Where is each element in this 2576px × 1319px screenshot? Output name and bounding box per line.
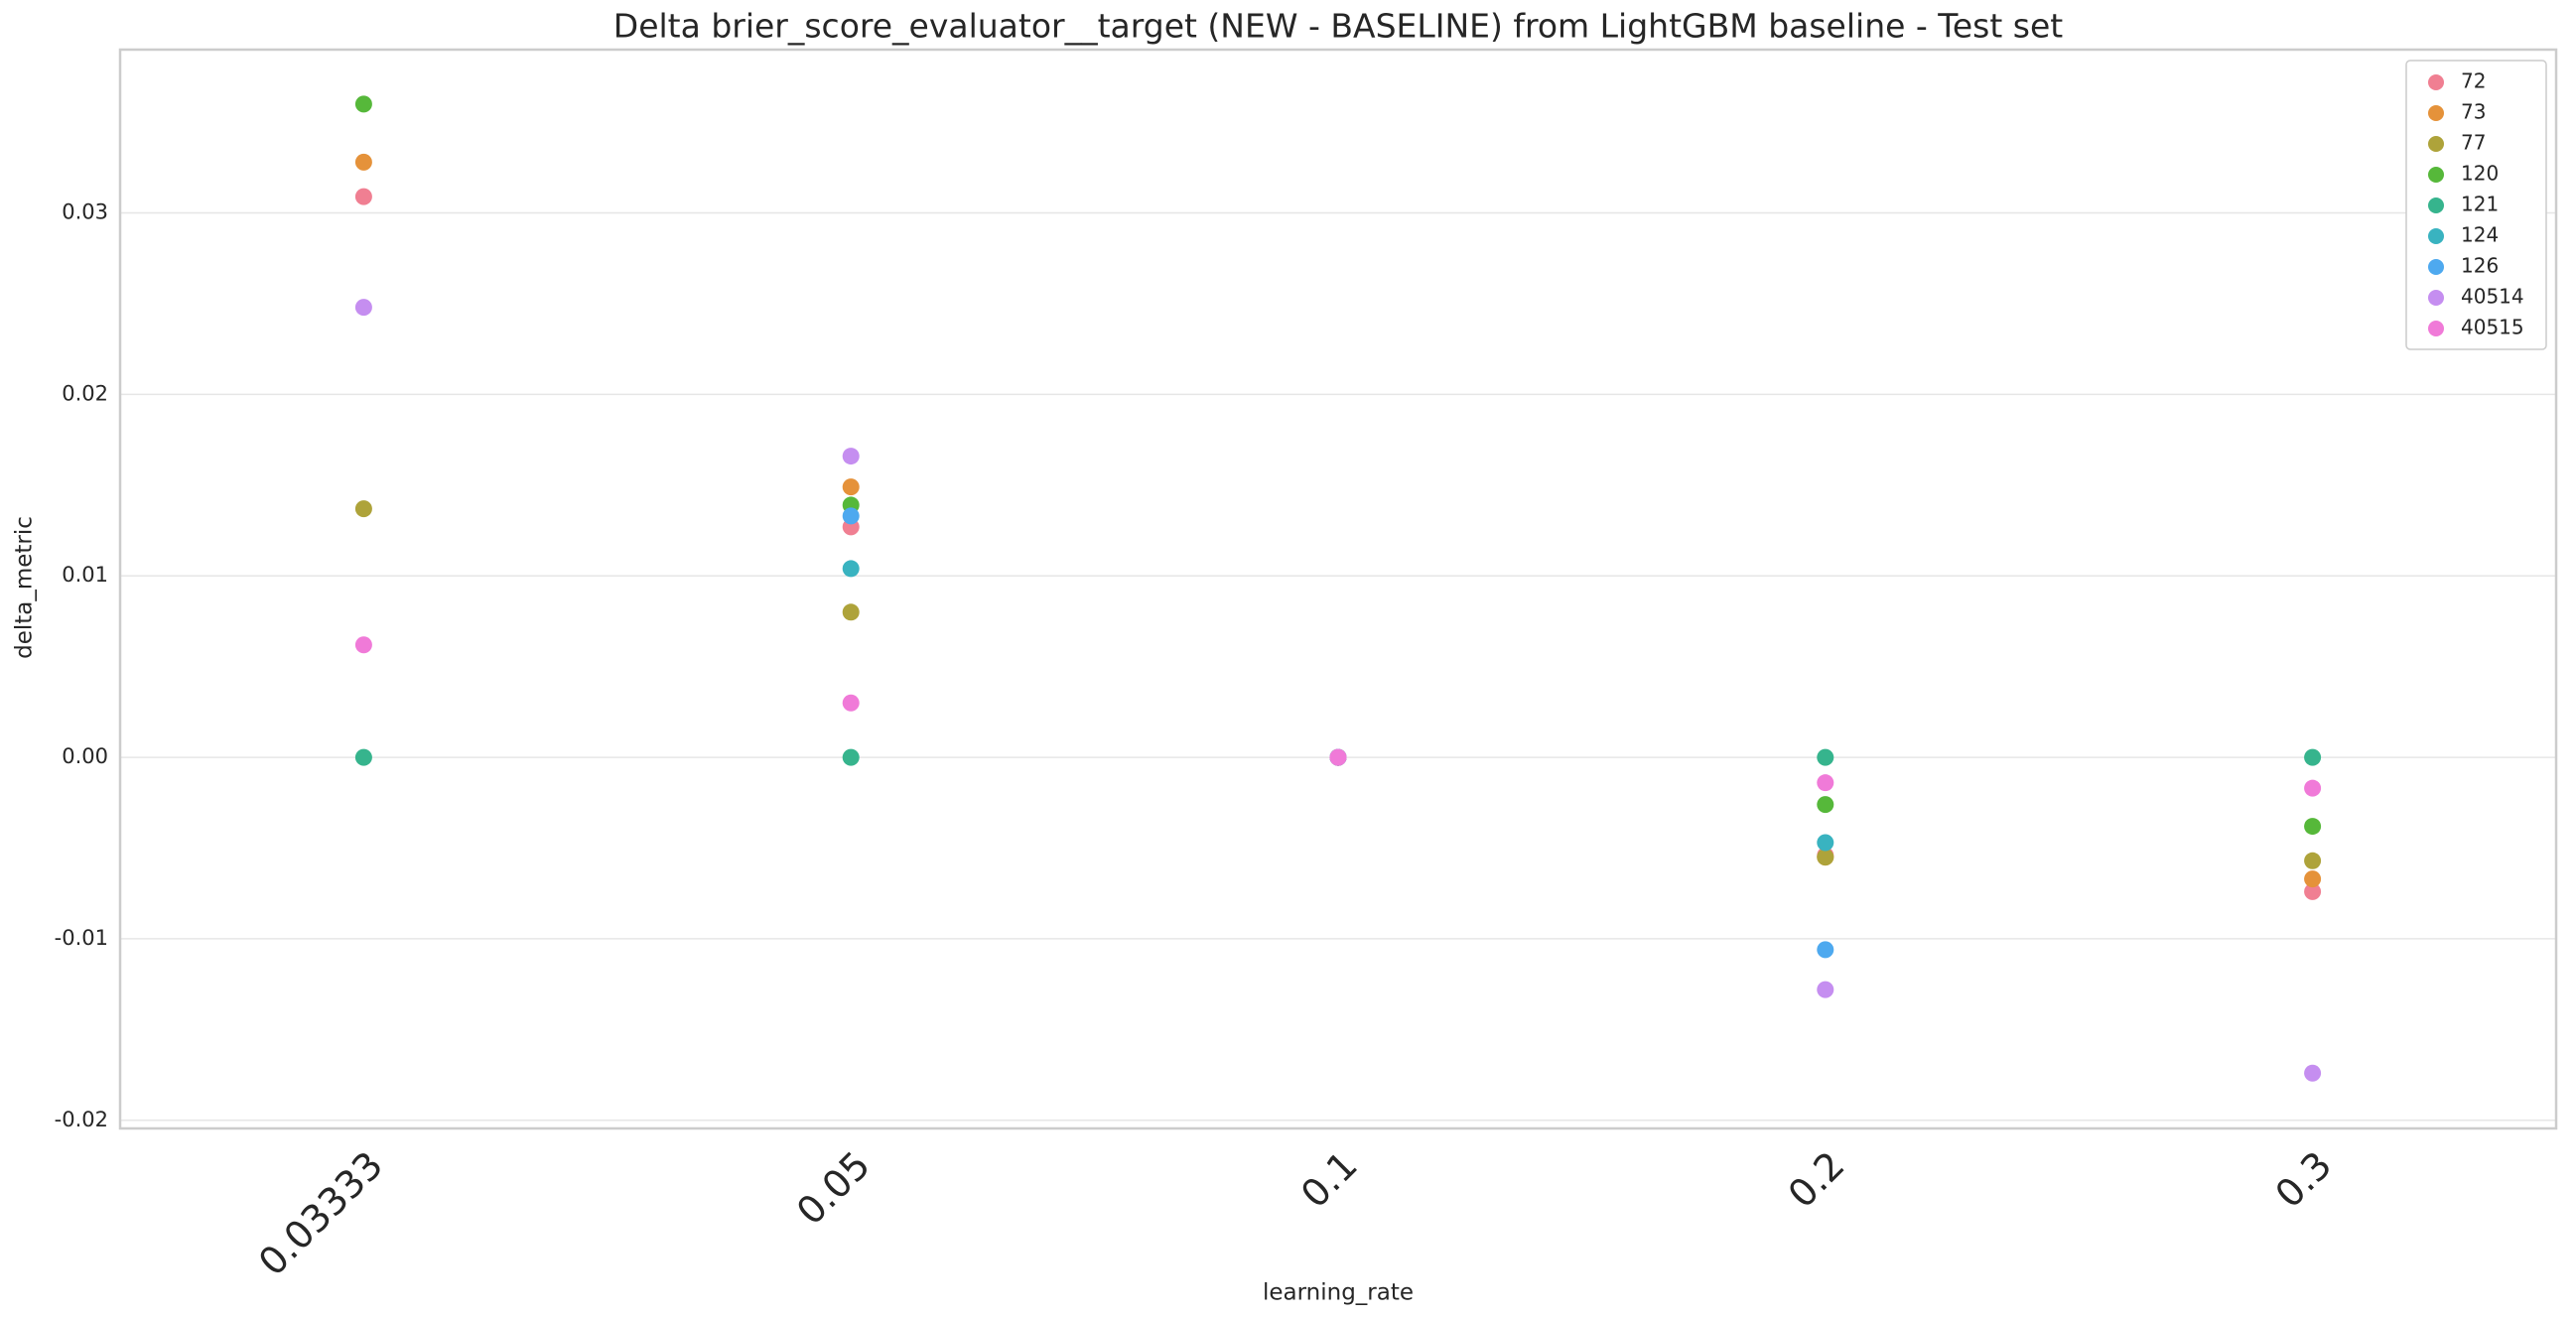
point (2304, 882, 2322, 900)
point (2304, 818, 2322, 836)
legend-marker (2428, 74, 2444, 90)
point (842, 603, 860, 621)
point (1817, 941, 1834, 959)
point (842, 748, 860, 766)
legend-marker (2428, 167, 2444, 183)
y-tick-label: -0.01 (55, 926, 108, 950)
point (354, 188, 372, 205)
point (1817, 774, 1834, 792)
x-axis-label: learning_rate (1263, 1280, 1414, 1306)
legend-label: 124 (2461, 223, 2499, 247)
chart-title: Delta brier_score_evaluator__target (NEW… (613, 7, 2063, 46)
point (842, 507, 860, 525)
point (1817, 748, 1834, 766)
point (1817, 849, 1834, 866)
legend-marker (2428, 105, 2444, 121)
point (1817, 981, 1834, 998)
legend-marker (2428, 290, 2444, 306)
legend-marker (2428, 321, 2444, 336)
legend-label: 40514 (2461, 285, 2524, 309)
point (842, 694, 860, 712)
point (354, 95, 372, 113)
point (354, 500, 372, 518)
legend-box (2405, 60, 2547, 350)
legend-marker (2428, 228, 2444, 244)
point (2304, 1064, 2322, 1082)
point (842, 560, 860, 578)
legend-label: 77 (2461, 131, 2486, 155)
legend-label: 126 (2461, 254, 2499, 278)
point (354, 748, 372, 766)
plot-frame (118, 48, 2558, 1130)
legend-label: 73 (2461, 100, 2486, 124)
legend-marker (2428, 198, 2444, 213)
legend-label: 121 (2461, 193, 2499, 216)
y-tick-label: 0.02 (62, 381, 108, 405)
legend-marker (2428, 136, 2444, 152)
point (354, 636, 372, 654)
y-tick-label: 0.01 (62, 563, 108, 587)
point (842, 448, 860, 465)
point (354, 153, 372, 171)
point (2304, 870, 2322, 888)
y-axis-label: delta_metric (12, 516, 38, 659)
legend-label: 40515 (2461, 316, 2524, 339)
legend-marker (2428, 259, 2444, 275)
legend-label: 120 (2461, 162, 2499, 186)
point (2304, 779, 2322, 797)
point (842, 478, 860, 496)
point (354, 299, 372, 317)
y-tick-label: -0.02 (55, 1108, 108, 1131)
y-tick-label: 0.00 (62, 744, 108, 768)
point (1817, 834, 1834, 852)
point (1817, 796, 1834, 814)
point (1329, 748, 1347, 766)
point (2304, 852, 2322, 869)
y-tick-label: 0.03 (62, 200, 108, 224)
legend-label: 72 (2461, 69, 2486, 93)
point (2304, 748, 2322, 766)
